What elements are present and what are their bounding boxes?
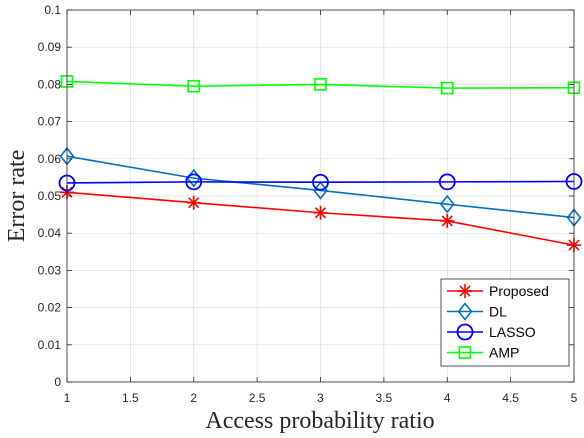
data-point-proposed [313,205,328,220]
legend: Proposed DL LASSO AMP [440,278,570,367]
x-tick-label: 1 [64,391,71,405]
series-line-amp [66,80,575,89]
legend-label: Proposed [489,283,549,299]
legend-marker [457,302,473,321]
y-tick-label: 0.01 [38,338,62,352]
data-point-amp [314,78,327,91]
x-tick-label: 2.5 [249,391,266,405]
y-tick-label: 0.1 [44,3,61,17]
x-tick-label: 3.5 [376,391,393,405]
data-point-dl [439,194,455,214]
series-group [58,75,583,253]
x-axis-title: Access probability ratio [205,408,434,434]
y-tick-label: 0.08 [38,77,62,91]
data-point-proposed [440,213,455,228]
legend-marker [458,284,472,298]
x-axis: 1 1.5 2 2.5 3 3.5 4 4.5 5 [64,10,578,405]
y-tick-label: 0.09 [38,40,62,54]
legend-label: LASSO [489,324,536,340]
y-axis-title: Error rate [4,150,30,243]
legend-entry-dl: DL [447,302,507,321]
y-tick-label: 0.07 [38,115,62,129]
y-tick-label: 0.02 [38,301,62,315]
data-point-amp [440,81,454,95]
y-tick-label: 0.03 [38,263,62,277]
x-tick-label: 2 [190,391,197,405]
asterisk-stroke [441,215,453,227]
y-axis: 0 0.01 0.02 0.03 0.04 0.05 0.06 0.07 0.08 0.09 0.1 [38,3,574,389]
x-tick-label: 5 [571,391,578,405]
x-tick-label: 1.5 [122,391,139,405]
legend-marker [456,323,474,341]
legend-marker [458,346,472,359]
data-point-amp [187,79,201,93]
x-tick-label: 4 [444,391,451,405]
y-tick-label: 0.06 [38,152,62,166]
data-point-lasso [312,173,329,191]
data-point-lasso [185,173,203,191]
y-tick-label: 0 [54,375,61,389]
legend-label: AMP [489,345,519,361]
legend-label: DL [489,304,507,320]
y-tick-label: 0.04 [38,226,62,240]
asterisk-stroke [314,207,327,219]
series-line-lasso [66,180,575,184]
y-tick-label: 0.05 [38,189,62,203]
legend-entry-amp: AMP [447,345,519,361]
asterisk-stroke [459,285,471,297]
x-tick-label: 3 [317,391,324,405]
data-point-proposed [186,195,201,210]
asterisk-stroke [188,197,200,209]
x-tick-label: 4.5 [502,391,519,405]
legend-entry-proposed: Proposed [447,283,549,299]
legend-entry-lasso: LASSO [447,323,536,341]
data-point-lasso [438,173,456,191]
